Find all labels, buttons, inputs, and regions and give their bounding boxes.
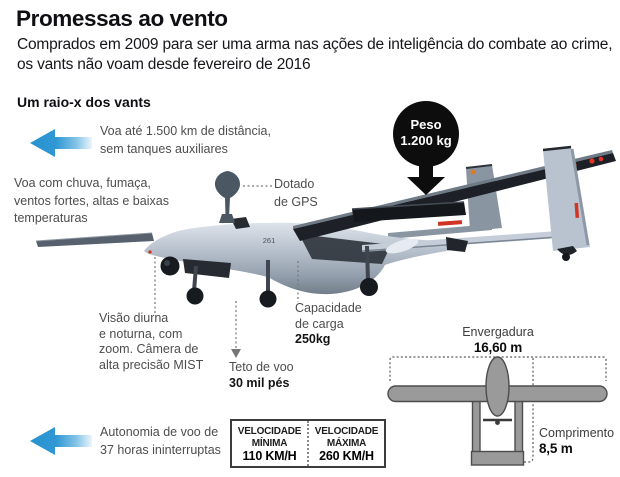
wing-pod: [352, 202, 466, 222]
callout-cargo: Capacidade de carga 250kg: [295, 301, 362, 348]
nose-light: [148, 250, 152, 254]
main-wheel: [186, 287, 204, 305]
page-subtitle: Comprados em 2009 para ser uma arma nas …: [17, 35, 613, 74]
wingspan-value: 16,60 m: [473, 340, 523, 355]
callout-line: temperaturas: [14, 211, 88, 225]
canopy-vent: [231, 217, 250, 229]
leader-lines: [154, 185, 299, 349]
near-tail-fin: [543, 147, 590, 251]
length-label: Comprimento: [539, 426, 615, 440]
length-value: 8,5 m: [539, 441, 573, 456]
callout-line: Voa com chuva, fumaça,: [14, 176, 151, 190]
speed-max-cell: VELOCIDADE MÁXIMA 260 KM/H: [307, 421, 384, 466]
section-title: Um raio-x dos vants: [17, 94, 151, 110]
wingspan-label: Envergadura: [462, 325, 534, 339]
speed-label: MÁXIMA: [326, 437, 367, 449]
page-title: Promessas ao vento: [16, 6, 228, 31]
fuselage-marking: 261: [263, 236, 276, 245]
callout-gps: Dotado de GPS: [274, 176, 318, 211]
speed-min-value: 110 KM/H: [242, 449, 297, 463]
camera-turret: [160, 256, 180, 276]
callout-line: Visão diurna: [99, 311, 169, 325]
topdown-boom-left: [471, 395, 481, 455]
subtitle-line: os vants não voam desde fevereiro de 201…: [17, 55, 311, 73]
weight-label: Peso: [410, 117, 442, 132]
topdown-fuselage: [485, 356, 510, 417]
speed-label: VELOCIDADE: [314, 426, 379, 437]
tail-wheel: [562, 253, 570, 261]
range-arrow-icon: [30, 129, 92, 157]
callout-line: Voa até 1.500 km de distância,: [100, 124, 271, 138]
topdown-stabilizer: [470, 450, 525, 466]
callout-range: Voa até 1.500 km de distância, sem tanqu…: [100, 123, 271, 158]
speed-min-cell: VELOCIDADE MÍNIMA 110 KM/H: [232, 421, 307, 466]
fuselage: [144, 222, 467, 295]
callout-line: Autonomia de voo de: [100, 425, 219, 439]
far-tail-fin: [466, 165, 502, 231]
callout-ceiling: Teto de voo 30 mil pés: [229, 360, 294, 391]
cargo-value: 250kg: [295, 332, 331, 346]
nose-wheel: [259, 290, 277, 308]
callout-weather: Voa com chuva, fumaça, ventos fortes, al…: [14, 175, 169, 228]
callout-line: 37 horas ininterruptas: [100, 442, 221, 457]
tail-skid: [557, 246, 577, 256]
length-bracket: [523, 358, 534, 463]
weight-badge-arrow: [407, 163, 445, 195]
callout-line: alta precisão MIST: [99, 357, 204, 372]
ceiling-value: 30 mil pés: [229, 375, 290, 390]
propeller-blade: [385, 238, 419, 254]
drone-illustration: 261: [35, 145, 616, 308]
far-tail-boom: [388, 224, 492, 239]
callout-line: sem tanques auxiliares: [100, 141, 228, 156]
topdown-boom-right: [514, 395, 524, 455]
callout-line: Capacidade: [295, 301, 362, 315]
speed-label: MÍNIMA: [251, 437, 288, 449]
weight-value: 1.200 kg: [400, 133, 452, 148]
callout-vision: Visão diurna e noturna, com zoom. Câmera…: [99, 311, 203, 373]
endurance-arrow-icon: [30, 427, 92, 455]
callout-line: de GPS: [274, 194, 318, 209]
left-wing: [36, 233, 154, 247]
speed-table: VELOCIDADE MÍNIMA 110 KM/H VELOCIDADE MÁ…: [230, 419, 386, 468]
wingspan-label-group: Envergadura 16,60 m: [420, 325, 576, 355]
subtitle-line: Comprados em 2009 para ser uma arma nas …: [17, 36, 613, 53]
engine: [446, 237, 468, 252]
topdown-diagram: [387, 356, 608, 466]
callout-line: de carga: [295, 316, 344, 331]
callout-line: Dotado: [274, 177, 315, 191]
rear-wheel: [360, 278, 378, 296]
weight-badge: Peso 1.200 kg: [393, 101, 459, 167]
ceiling-arrowhead: [231, 349, 241, 358]
gps-antenna: [214, 171, 241, 218]
fin-orange-light: [470, 169, 476, 175]
callout-line: zoom. Câmera de: [99, 342, 199, 356]
callout-line: e noturna, com: [99, 326, 183, 341]
callout-line: ventos fortes, altas e baixas: [14, 193, 169, 208]
wingtip-light: [598, 156, 604, 162]
speed-max-value: 260 KM/H: [319, 449, 374, 463]
wingtip-light: [589, 158, 595, 164]
length-label-group: Comprimento 8,5 m: [539, 426, 614, 456]
speed-label: VELOCIDADE: [237, 426, 302, 437]
callout-line: Teto de voo: [229, 360, 294, 374]
callout-endurance: Autonomia de voo de 37 horas ininterrupt…: [100, 424, 221, 459]
